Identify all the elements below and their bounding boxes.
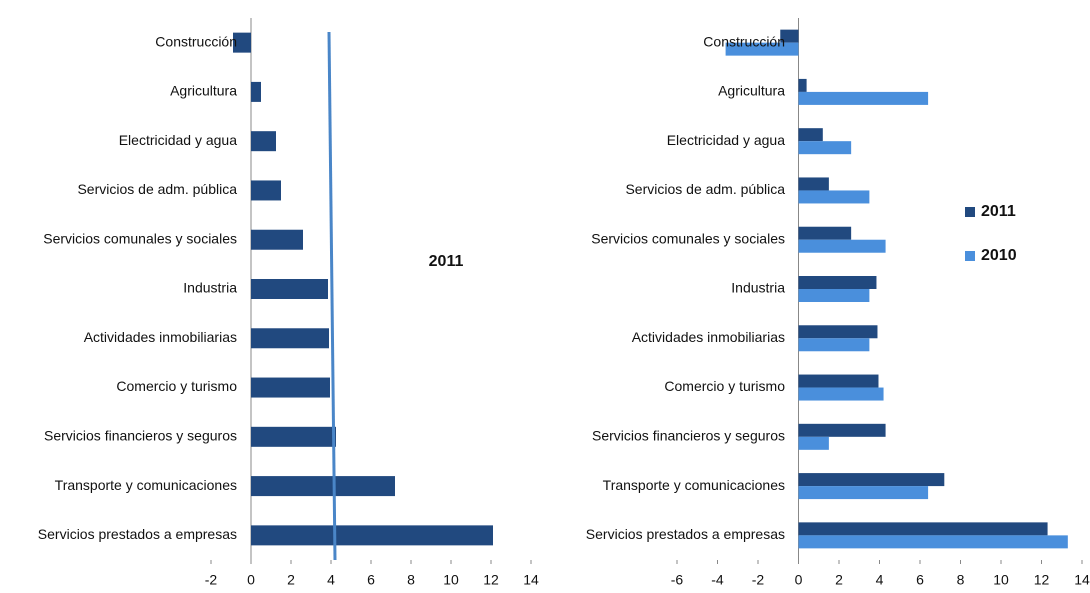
annotation: 2011 — [429, 253, 464, 270]
bar — [798, 141, 852, 155]
category-label: Comercio y turismo — [664, 378, 785, 394]
bar — [798, 239, 886, 253]
category-label: Industria — [731, 280, 785, 296]
x-tick-label: 10 — [993, 572, 1009, 588]
bar — [798, 473, 945, 487]
category-label: Servicios financieros y seguros — [592, 428, 785, 444]
bar — [798, 486, 929, 500]
x-tick-label: 14 — [1074, 572, 1090, 588]
bar — [798, 289, 870, 302]
category-label: Servicios comunales y sociales — [43, 230, 237, 246]
category-label: Servicios financieros y seguros — [44, 428, 237, 444]
bar — [251, 525, 493, 546]
x-tick-label: 12 — [483, 572, 499, 588]
bar — [798, 436, 829, 450]
x-tick-label: 2 — [835, 572, 843, 588]
category-label: Electricidad y agua — [667, 132, 786, 148]
bar — [251, 426, 336, 447]
legend-label: 2010 — [981, 247, 1017, 264]
x-tick-label: 6 — [916, 572, 924, 588]
bar — [798, 423, 886, 437]
x-tick-label: 0 — [247, 572, 255, 588]
bar — [798, 190, 870, 204]
category-label: Electricidad y agua — [119, 132, 238, 148]
bar — [798, 522, 1048, 536]
x-tick-label: -2 — [752, 572, 765, 588]
bar — [798, 374, 879, 388]
category-label: Servicios prestados a empresas — [38, 526, 237, 542]
category-label: Servicios prestados a empresas — [586, 526, 785, 542]
category-label: Comercio y turismo — [116, 378, 237, 394]
x-tick-label: -6 — [671, 572, 684, 588]
bar — [798, 325, 878, 339]
category-label: Transporte y comunicaciones — [55, 477, 237, 493]
bar — [233, 32, 251, 53]
bar — [798, 128, 823, 142]
x-tick-label: 12 — [1034, 572, 1050, 588]
category-label: Servicios de adm. pública — [77, 181, 237, 197]
x-tick-label: 2 — [287, 572, 295, 588]
bar — [798, 177, 829, 191]
category-label: Servicios comunales y sociales — [591, 230, 785, 246]
bar — [725, 42, 799, 56]
category-label: Actividades inmobiliarias — [632, 329, 785, 345]
x-tick-label: 0 — [795, 572, 803, 588]
bar — [780, 29, 799, 43]
x-tick-label: 10 — [443, 572, 459, 588]
x-tick-label: 6 — [367, 572, 375, 588]
bar — [798, 276, 877, 289]
bar — [798, 78, 807, 92]
bar — [251, 328, 329, 349]
bar — [798, 338, 870, 352]
x-tick-label: 8 — [407, 572, 415, 588]
x-tick-label: 14 — [523, 572, 539, 588]
category-label: Industria — [183, 280, 237, 296]
category-label: Agricultura — [718, 83, 785, 99]
legend-swatch — [965, 251, 975, 261]
category-label: Construcción — [703, 33, 785, 49]
legend-swatch — [965, 207, 975, 217]
bar — [798, 535, 1068, 549]
x-tick-label: 8 — [957, 572, 965, 588]
bar — [798, 226, 852, 240]
bar — [251, 180, 281, 201]
category-label: Transporte y comunicaciones — [603, 477, 785, 493]
x-tick-label: 4 — [327, 572, 335, 588]
x-tick-label: -2 — [205, 572, 218, 588]
x-tick-label: 4 — [876, 572, 884, 588]
category-label: Servicios de adm. pública — [625, 181, 785, 197]
legend-label: 2011 — [981, 203, 1016, 220]
bar — [251, 131, 276, 152]
bar — [798, 91, 929, 105]
bar — [251, 81, 261, 102]
bar — [798, 387, 884, 401]
bar — [251, 476, 395, 497]
category-label: Construcción — [155, 33, 237, 49]
x-tick-label: -4 — [711, 572, 724, 588]
bar — [251, 229, 303, 250]
reference-line — [327, 31, 337, 561]
category-label: Actividades inmobiliarias — [84, 329, 237, 345]
bar — [251, 377, 330, 398]
bar — [251, 279, 328, 299]
category-label: Agricultura — [170, 83, 237, 99]
